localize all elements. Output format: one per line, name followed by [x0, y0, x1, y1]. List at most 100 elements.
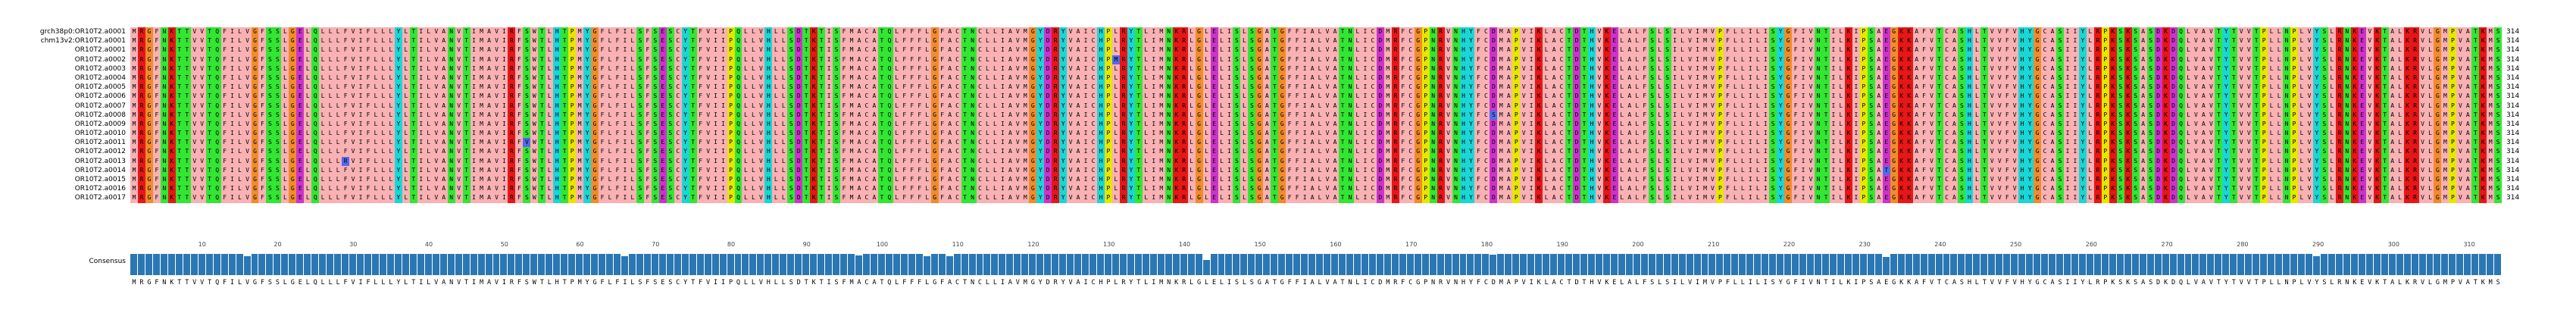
residue-cell: V [1324, 156, 1332, 166]
residue-cell: F [2003, 64, 2012, 74]
residue-cell: F [2003, 45, 2012, 55]
residue-cell: Y [1127, 45, 1135, 55]
residue-cell: V [198, 101, 206, 111]
residue-cell: V [1996, 36, 2004, 46]
residue-cell: V [2456, 64, 2465, 74]
residue-cell: L [628, 45, 636, 55]
residue-cell: Y [583, 83, 592, 92]
residue-cell: I [1693, 45, 1702, 55]
residue-cell: L [546, 27, 554, 37]
residue-cell: F [1399, 55, 1407, 64]
residue-cell: T [1935, 110, 1943, 120]
residue-cell: A [1308, 36, 1317, 46]
residue-cell: V [1807, 156, 1815, 166]
residue-cell: P [1859, 55, 1868, 64]
residue-cell: Y [394, 110, 402, 120]
residue-cell: I [228, 110, 236, 120]
residue-cell: Y [1036, 73, 1045, 83]
residue-cell: I [2064, 138, 2071, 148]
residue-cell: A [1308, 138, 1317, 148]
residue-cell: I [1829, 45, 1837, 55]
residue-cell: F [1724, 101, 1732, 111]
residue-cell: Y [681, 101, 689, 111]
residue-cell: G [1278, 45, 1286, 55]
residue-cell: R [1436, 36, 1445, 46]
residue-cell: T [561, 119, 569, 130]
residue-cell: A [1263, 73, 1271, 83]
residue-cell: G [145, 147, 153, 157]
residue-cell: I [621, 110, 629, 120]
residue-cell: P [2449, 36, 2457, 46]
residue-cell: Q [885, 73, 893, 83]
residue-cell: R [1180, 119, 1188, 130]
residue-cell: N [968, 45, 977, 55]
residue-cell: H [1965, 64, 1974, 74]
residue-cell: P [2449, 138, 2457, 148]
residue-cell: I [1361, 129, 1369, 139]
residue-cell: V [2237, 73, 2246, 83]
residue-cell: L [2184, 138, 2193, 148]
residue-cell: F [364, 110, 372, 120]
residue-cell: I [1225, 156, 1233, 166]
residue-cell: S [1648, 55, 1656, 64]
residue-cell: P [568, 165, 577, 175]
residue-cell: A [1331, 147, 1339, 157]
residue-cell: P [1104, 129, 1112, 139]
residue-cell: A [485, 45, 493, 55]
residue-cell: T [1134, 83, 1143, 92]
residue-cell: P [2101, 119, 2109, 130]
residue-cell: S [833, 156, 841, 166]
residue-cell: M [2487, 156, 2495, 166]
residue-cell: C [2041, 27, 2049, 37]
residue-cell: S [2116, 92, 2124, 102]
residue-cell: M [576, 45, 584, 55]
residue-cell: V [1595, 138, 1603, 148]
residue-cell: L [2298, 64, 2306, 74]
residue-cell: S [2320, 129, 2328, 139]
residue-cell: Y [681, 45, 689, 55]
residue-cell: C [953, 110, 961, 120]
residue-cell: F [643, 73, 652, 83]
residue-cell: H [553, 64, 561, 74]
residue-cell: A [1505, 83, 1513, 92]
residue-cell: T [1822, 110, 1830, 120]
residue-cell: E [2358, 110, 2366, 120]
residue-cell: K [1172, 138, 1180, 148]
residue-cell: Q [213, 83, 221, 92]
residue-cell: Y [583, 110, 592, 120]
residue-cell: I [1746, 64, 1755, 74]
residue-cell: M [1497, 36, 1505, 46]
residue-cell: S [833, 165, 841, 175]
residue-cell: T [2215, 110, 2223, 120]
residue-cell: Y [681, 27, 689, 37]
residue-cell: S [1233, 55, 1241, 64]
residue-cell: I [357, 110, 365, 120]
residue-cell: M [1157, 101, 1165, 111]
residue-cell: V [1324, 129, 1332, 139]
residue-cell: V [2237, 83, 2246, 92]
residue-cell: Q [734, 73, 742, 83]
residue-cell: K [2109, 129, 2117, 139]
residue-cell: L [1633, 36, 1641, 46]
residue-cell: G [289, 110, 297, 120]
residue-cell: Y [2312, 36, 2321, 46]
residue-cell: F [364, 64, 372, 74]
residue-cell: I [1082, 83, 1090, 92]
residue-cell: T [183, 55, 191, 64]
residue-cell: T [2381, 64, 2389, 74]
residue-cell: C [1368, 55, 1377, 64]
residue-cell: L [772, 165, 780, 175]
residue-cell: R [1052, 36, 1060, 46]
residue-cell: R [137, 156, 145, 166]
residue-cell: C [976, 92, 984, 102]
residue-cell: M [848, 101, 855, 111]
residue-cell: P [2260, 138, 2268, 148]
residue-cell: I [1829, 110, 1837, 120]
residue-cell: V [455, 55, 463, 64]
residue-cell: S [1867, 156, 1875, 166]
residue-cell: A [1263, 64, 1271, 74]
residue-cell: I [1693, 147, 1702, 157]
residue-cell: P [2290, 119, 2299, 130]
residue-cell: L [772, 129, 780, 139]
residue-cell: A [485, 101, 493, 111]
